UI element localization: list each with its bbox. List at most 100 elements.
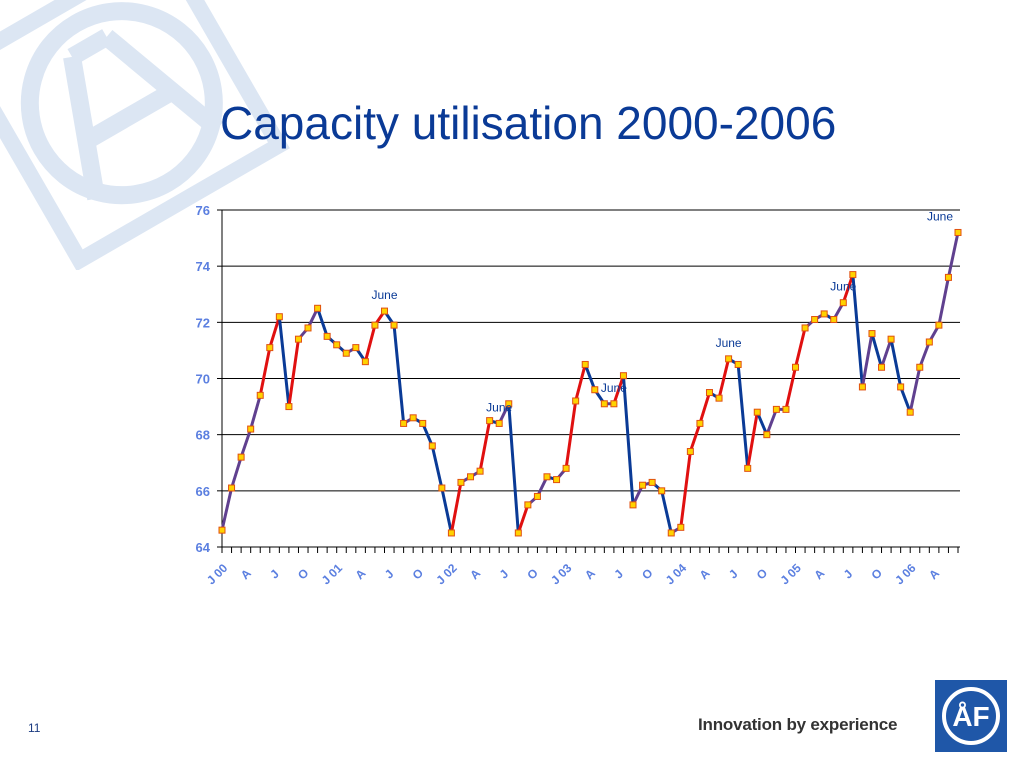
watermark-glyph xyxy=(63,29,224,201)
data-point xyxy=(266,344,274,352)
series-segment xyxy=(765,407,778,437)
x-tick-label: J xyxy=(497,567,512,582)
watermark-frame xyxy=(0,0,290,270)
data-point xyxy=(792,363,800,371)
series-segment xyxy=(937,275,950,327)
x-tick-label: A xyxy=(353,566,369,582)
annotation-june: June xyxy=(927,209,953,223)
x-tick-label: A xyxy=(811,566,827,582)
data-point xyxy=(361,358,369,366)
data-point xyxy=(304,324,312,332)
data-point xyxy=(256,391,264,399)
data-point xyxy=(285,403,293,411)
x-tick-label: J 04 xyxy=(663,561,690,588)
watermark-logo xyxy=(0,0,290,270)
series-segment xyxy=(564,399,578,470)
x-tick-label: O xyxy=(410,566,427,583)
series-segment xyxy=(698,391,711,425)
data-point xyxy=(572,397,580,405)
data-point xyxy=(906,408,914,416)
series-segment xyxy=(574,362,587,403)
annotation-june: June xyxy=(371,288,397,302)
y-tick-label: 68 xyxy=(196,428,210,443)
x-tick-label: O xyxy=(639,566,656,583)
series-segment xyxy=(794,326,807,369)
data-point xyxy=(476,467,484,475)
data-point xyxy=(897,383,905,391)
annotation-june: June xyxy=(601,381,627,395)
data-point xyxy=(247,425,255,433)
series-segment xyxy=(363,323,377,364)
data-point xyxy=(705,389,713,397)
data-point xyxy=(333,341,341,349)
data-point xyxy=(591,386,599,394)
x-tick-label: A xyxy=(238,566,254,582)
series-segment xyxy=(478,419,492,473)
data-point xyxy=(849,271,857,279)
data-point xyxy=(954,228,962,236)
data-point xyxy=(237,453,245,461)
data-point xyxy=(428,442,436,450)
data-point xyxy=(533,492,541,500)
data-point xyxy=(495,419,503,427)
data-point xyxy=(648,478,656,486)
data-point xyxy=(858,383,866,391)
y-tick-label: 74 xyxy=(196,259,211,274)
data-point xyxy=(371,321,379,329)
annotation-june: June xyxy=(716,336,742,350)
y-tick-label: 64 xyxy=(196,540,211,555)
data-point xyxy=(228,484,236,492)
tagline: Innovation by experience xyxy=(698,715,898,734)
series-segment xyxy=(612,374,625,406)
watermark-ring xyxy=(20,2,223,205)
x-tick-label: A xyxy=(926,566,942,582)
series-segment xyxy=(688,421,702,454)
data-point xyxy=(218,526,226,534)
data-point xyxy=(753,408,761,416)
x-tick-label: O xyxy=(295,566,312,583)
data-point xyxy=(352,344,360,352)
series-segment xyxy=(430,444,444,490)
series-segment xyxy=(258,346,272,397)
series-segment xyxy=(736,362,750,470)
series-segment xyxy=(249,393,262,431)
x-tick-label: O xyxy=(868,566,885,583)
data-point xyxy=(944,273,952,281)
axes xyxy=(217,209,960,553)
data-point xyxy=(505,400,513,408)
data-point xyxy=(400,419,408,427)
x-tick-label: A xyxy=(467,566,483,582)
slide-title: Capacity utilisation 2000-2006 xyxy=(220,97,837,149)
data-point xyxy=(380,307,388,315)
data-point xyxy=(878,363,886,371)
data-point xyxy=(486,417,494,425)
series-segment xyxy=(841,273,855,305)
data-point xyxy=(667,529,675,537)
x-tick-label: J 03 xyxy=(548,561,575,588)
data-point xyxy=(342,349,350,357)
data-point xyxy=(763,431,771,439)
x-tick-label: A xyxy=(697,566,713,582)
data-point xyxy=(457,478,465,486)
data-point xyxy=(935,321,943,329)
x-tick-label: J xyxy=(382,567,397,582)
data-point xyxy=(830,316,838,324)
data-point xyxy=(639,481,647,489)
x-tick-label: A xyxy=(582,566,598,582)
data-point xyxy=(658,487,666,495)
data-point xyxy=(390,321,398,329)
data-point xyxy=(314,304,322,312)
x-tick-label: J xyxy=(267,567,282,582)
x-tick-label: J xyxy=(611,567,626,582)
data-point xyxy=(294,335,302,343)
af-logo-icon: ÅF xyxy=(935,680,1007,752)
series-segment xyxy=(880,337,893,369)
series-segment xyxy=(851,273,864,389)
x-tick-label: J 00 xyxy=(204,561,231,588)
series-segment xyxy=(918,340,931,369)
data-point xyxy=(514,529,522,537)
series-segment xyxy=(583,362,597,392)
data-point xyxy=(916,363,924,371)
series-segment xyxy=(421,421,434,448)
